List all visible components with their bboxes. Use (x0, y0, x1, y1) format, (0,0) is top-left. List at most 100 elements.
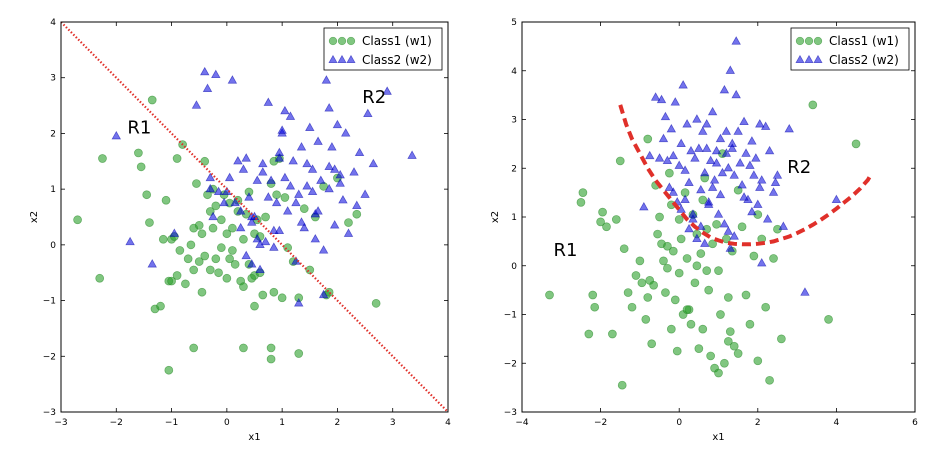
x-axis-label: x1 (248, 432, 260, 443)
x-tick-label: 1 (279, 418, 285, 428)
legend-box (790, 27, 910, 71)
class2-point (755, 182, 765, 191)
class1-point (698, 324, 708, 334)
y-tick-label: −3 (504, 408, 517, 418)
class2-point (296, 217, 307, 226)
class2-point (707, 106, 718, 116)
class1-point (164, 365, 174, 375)
class1-point (277, 293, 287, 303)
class2-point (241, 153, 251, 162)
class1-point (283, 243, 293, 252)
class1-point (211, 254, 221, 264)
class2-point (680, 194, 690, 204)
class1-point (172, 154, 182, 163)
class1-point (698, 195, 708, 205)
class1-point (208, 223, 218, 233)
class2-point (235, 222, 246, 232)
class2-point (246, 217, 257, 226)
class1-point (266, 343, 276, 353)
x-tick-label: 4 (834, 418, 840, 428)
legend-marker-class2 (337, 54, 347, 63)
class2-point (255, 239, 265, 248)
class2-point (310, 233, 321, 243)
class2-point (700, 238, 710, 247)
class2-point (674, 160, 684, 169)
class1-point (655, 212, 664, 222)
class2-point (305, 122, 315, 131)
class1-point (250, 301, 259, 311)
class2-point (723, 162, 734, 172)
class1-point (674, 215, 684, 224)
class2-point (299, 222, 309, 232)
class1-point (324, 287, 334, 297)
class1-point (269, 287, 279, 297)
class2-point (329, 220, 340, 229)
class2-point (739, 116, 749, 126)
class2-point (800, 287, 810, 296)
class1-point (682, 254, 692, 263)
class2-point (238, 164, 249, 173)
class2-point (363, 108, 373, 118)
y-tick-label: 1 (50, 185, 56, 195)
class2-point (662, 155, 673, 165)
class1-point (344, 218, 353, 227)
class2-point (676, 138, 686, 147)
class1-point (723, 336, 733, 346)
class1-point (584, 329, 594, 339)
data-layer (545, 36, 874, 390)
class2-point (831, 194, 842, 204)
class1-point (545, 290, 554, 300)
class2-point (666, 123, 677, 133)
class1-point (147, 95, 157, 105)
class2-point (772, 170, 783, 179)
legend: Class1 (w1) Class2 (w2) (790, 27, 910, 71)
class2-point (731, 89, 741, 99)
class2-point (721, 148, 732, 157)
class1-point (720, 358, 729, 368)
class1-point (222, 229, 232, 239)
class1-point (197, 229, 207, 239)
class1-point (578, 188, 588, 197)
class1-point (200, 251, 210, 261)
series-class2 (639, 36, 842, 296)
class2-point (111, 130, 122, 140)
class2-point (670, 97, 681, 106)
class1-point (737, 222, 747, 232)
axes-frame (60, 21, 449, 413)
class1-point (725, 327, 735, 336)
class2-point (338, 194, 348, 204)
class2-point (246, 259, 257, 268)
region-label-r1: R1 (553, 240, 577, 261)
class2-point (282, 206, 293, 215)
class2-point (293, 298, 304, 307)
class1-point (765, 375, 774, 385)
class1-point (617, 380, 627, 390)
class2-point (703, 199, 714, 208)
y-tick-label: 0 (50, 241, 56, 251)
class2-point (307, 186, 318, 196)
class2-point (711, 145, 722, 155)
class2-point (200, 66, 210, 76)
class2-point (729, 231, 739, 240)
class2-point (733, 126, 743, 135)
class2-point (698, 126, 708, 135)
class1-point (627, 302, 637, 312)
y-tick-label: 4 (511, 67, 517, 77)
class1-point (668, 246, 678, 256)
class1-point (205, 265, 215, 275)
class2-point (680, 165, 690, 174)
class2-point (747, 206, 757, 216)
class2-point (692, 233, 702, 243)
class2-point (715, 189, 726, 199)
x-tick-label: 0 (676, 418, 682, 428)
class2-point (280, 172, 290, 182)
class1-point (189, 343, 199, 353)
legend: Class1 (w1) Class2 (w2) (323, 27, 443, 71)
class1-point (272, 190, 281, 200)
class2-point (263, 192, 274, 201)
class2-point (255, 264, 265, 274)
class2-point (721, 126, 732, 135)
x-tick-label: 2 (755, 418, 761, 428)
